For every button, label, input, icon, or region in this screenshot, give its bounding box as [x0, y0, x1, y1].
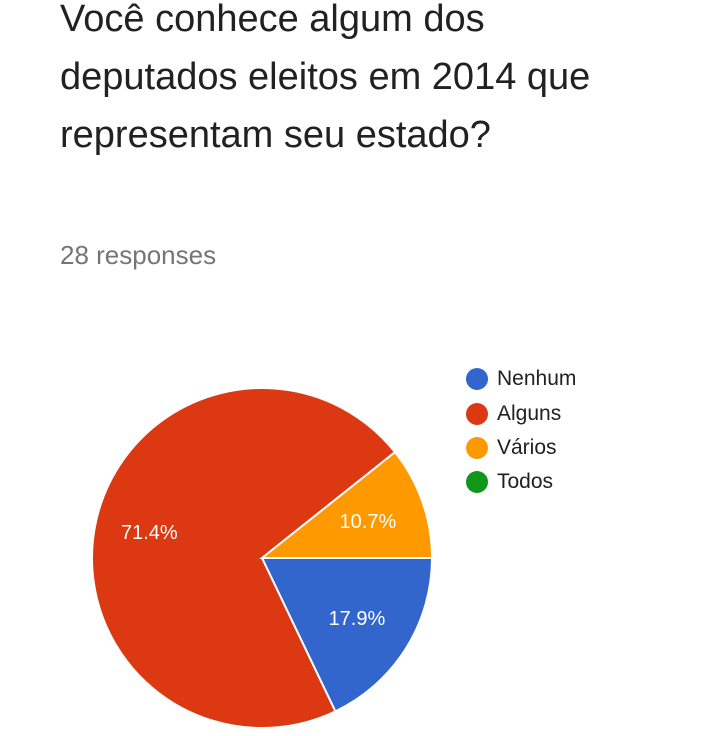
pie-slice-vários: [259, 450, 434, 559]
legend-swatch: [466, 471, 488, 494]
slice-label-nenhum: 17.9%: [329, 608, 386, 630]
legend-swatch: [466, 402, 488, 425]
legend-label: Todos: [497, 470, 554, 494]
legend-label: Alguns: [497, 401, 562, 425]
legend-swatch: [466, 436, 488, 459]
legend-item-todos: Todos: [466, 465, 576, 499]
legend-label: Nenhum: [497, 367, 577, 391]
slice-label-alguns: 71.4%: [121, 522, 178, 544]
response-count: 28 responses: [60, 240, 217, 270]
legend-item-vários: Vários: [466, 431, 576, 465]
chart-legend: Nenhum Alguns Vários Todos: [466, 362, 576, 500]
question-title: Você conhece algum dos deputados eleitos…: [60, 0, 591, 156]
slice-label-vários: 10.7%: [340, 511, 397, 533]
legend-label: Vários: [497, 435, 557, 459]
pie-slice-nenhum: [260, 557, 434, 713]
legend-item-alguns: Alguns: [466, 396, 576, 430]
legend-item-nenhum: Nenhum: [466, 362, 576, 396]
legend-swatch: [466, 368, 488, 391]
pie-slice-alguns: [91, 387, 397, 729]
